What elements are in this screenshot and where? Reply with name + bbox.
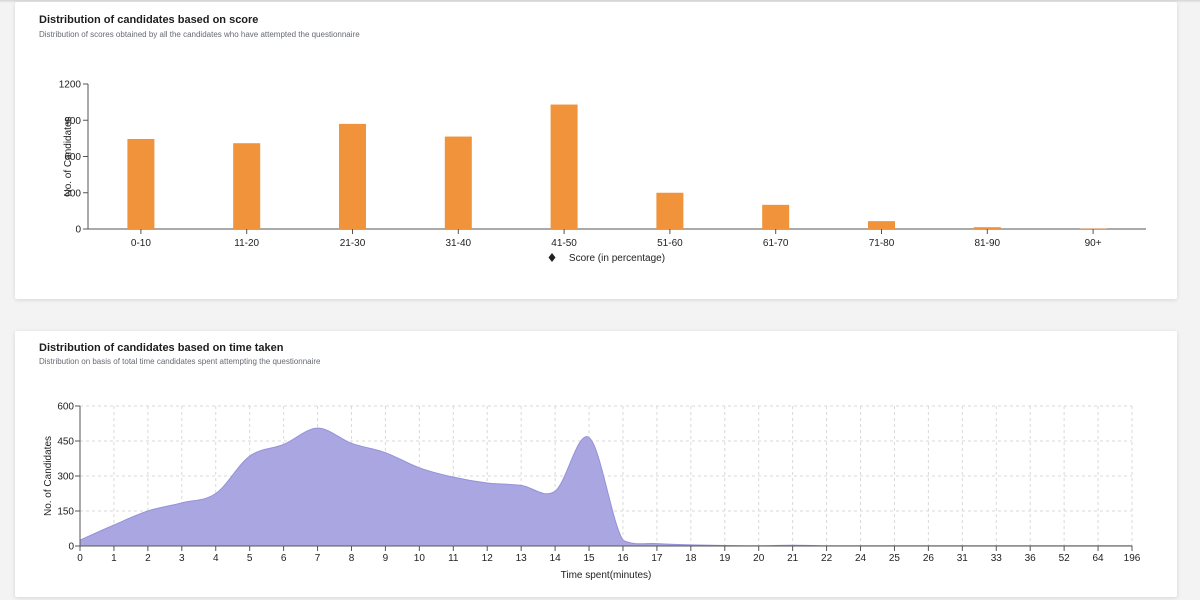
x-tick-label: 17 xyxy=(651,553,663,564)
x-tick-label: 36 xyxy=(1025,553,1037,564)
y-tick-label: 600 xyxy=(64,152,81,163)
bar xyxy=(444,136,472,229)
top-shadow xyxy=(0,0,1200,3)
bar xyxy=(656,192,684,229)
score-bar-chart: 0 300 600 900 1200 0-10 11-20 21-30 31-40 41-50 51… xyxy=(59,80,1146,264)
score-distribution-card: Distribution of candidates based on scor… xyxy=(15,2,1177,299)
bar xyxy=(233,143,261,229)
bar xyxy=(973,227,1001,229)
x-tick-label: 71-80 xyxy=(869,238,895,249)
y-tick-label: 0 xyxy=(75,225,81,236)
bar xyxy=(762,204,790,229)
x-tick-label: 51-60 xyxy=(657,238,683,249)
x-tick-label: 13 xyxy=(516,553,528,564)
time-distribution-card: Distribution of candidates based on time… xyxy=(15,331,1177,597)
x-tick-label: 5 xyxy=(247,553,253,564)
x-tick-label: 21-30 xyxy=(340,238,366,249)
time-card-subtitle: Distribution on basis of total time cand… xyxy=(39,357,321,366)
x-tick-label: 3 xyxy=(179,553,185,564)
x-tick-label: 10 xyxy=(414,553,426,564)
y-tick-label: 0 xyxy=(68,542,74,553)
x-tick-label: 81-90 xyxy=(975,238,1001,249)
x-tick-label: 9 xyxy=(383,553,389,564)
y-tick-label: 150 xyxy=(57,507,74,518)
x-tick-label: 31-40 xyxy=(446,238,472,249)
y-axis-label: No. of Candidates xyxy=(43,436,54,516)
x-tick-label: 8 xyxy=(349,553,355,564)
x-axis-label: Time spent(minutes) xyxy=(561,570,652,581)
x-tick-label: 16 xyxy=(617,553,629,564)
x-tick-label: 22 xyxy=(821,553,833,564)
x-tick-label: 1 xyxy=(111,553,117,564)
score-card-title: Distribution of candidates based on scor… xyxy=(39,14,259,26)
x-tick-label: 21 xyxy=(787,553,799,564)
x-tick-label: 64 xyxy=(1093,553,1105,564)
x-tick-label: 11-20 xyxy=(234,238,259,249)
x-tick-label: 11 xyxy=(448,553,459,564)
x-axis-label: Score (in percentage) xyxy=(569,253,665,264)
x-tick-label: 4 xyxy=(213,553,219,564)
x-tick-label: 0 xyxy=(77,553,83,564)
x-tick-label: 20 xyxy=(753,553,765,564)
bar xyxy=(127,138,155,229)
bar xyxy=(339,123,366,229)
x-tick-label: 31 xyxy=(957,553,969,564)
y-tick-label: 600 xyxy=(57,402,74,413)
time-card-title: Distribution of candidates based on time… xyxy=(39,342,284,354)
x-tick-label: 25 xyxy=(889,553,901,564)
x-tick-label: 18 xyxy=(685,553,697,564)
x-tick-label: 61-70 xyxy=(763,238,789,249)
bar xyxy=(550,104,578,229)
y-tick-label: 300 xyxy=(57,472,74,483)
x-tick-label: 19 xyxy=(719,553,731,564)
x-tick-label: 41-50 xyxy=(551,238,577,249)
x-tick-label: 7 xyxy=(315,553,321,564)
bar xyxy=(868,221,895,229)
x-tick-label: 196 xyxy=(1124,553,1141,564)
y-tick-label: 300 xyxy=(64,188,81,199)
y-tick-label: 900 xyxy=(64,116,81,127)
y-axis-label: No. of Candidates xyxy=(63,116,74,196)
x-tick-label: 15 xyxy=(583,553,595,564)
diamond-icon xyxy=(548,253,556,262)
y-tick-label: 450 xyxy=(57,437,74,448)
x-tick-label: 33 xyxy=(991,553,1003,564)
x-tick-label: 24 xyxy=(855,553,867,564)
x-tick-label: 12 xyxy=(482,553,494,564)
score-card-subtitle: Distribution of scores obtained by all t… xyxy=(39,30,360,39)
x-tick-label: 52 xyxy=(1059,553,1071,564)
x-tick-label: 0-10 xyxy=(131,238,151,249)
x-tick-label: 6 xyxy=(281,553,287,564)
x-tick-label: 2 xyxy=(145,553,151,564)
x-tick-label: 14 xyxy=(550,553,562,564)
x-tick-label: 26 xyxy=(923,553,935,564)
y-tick-label: 1200 xyxy=(59,80,82,91)
x-tick-label: 90+ xyxy=(1085,238,1102,249)
